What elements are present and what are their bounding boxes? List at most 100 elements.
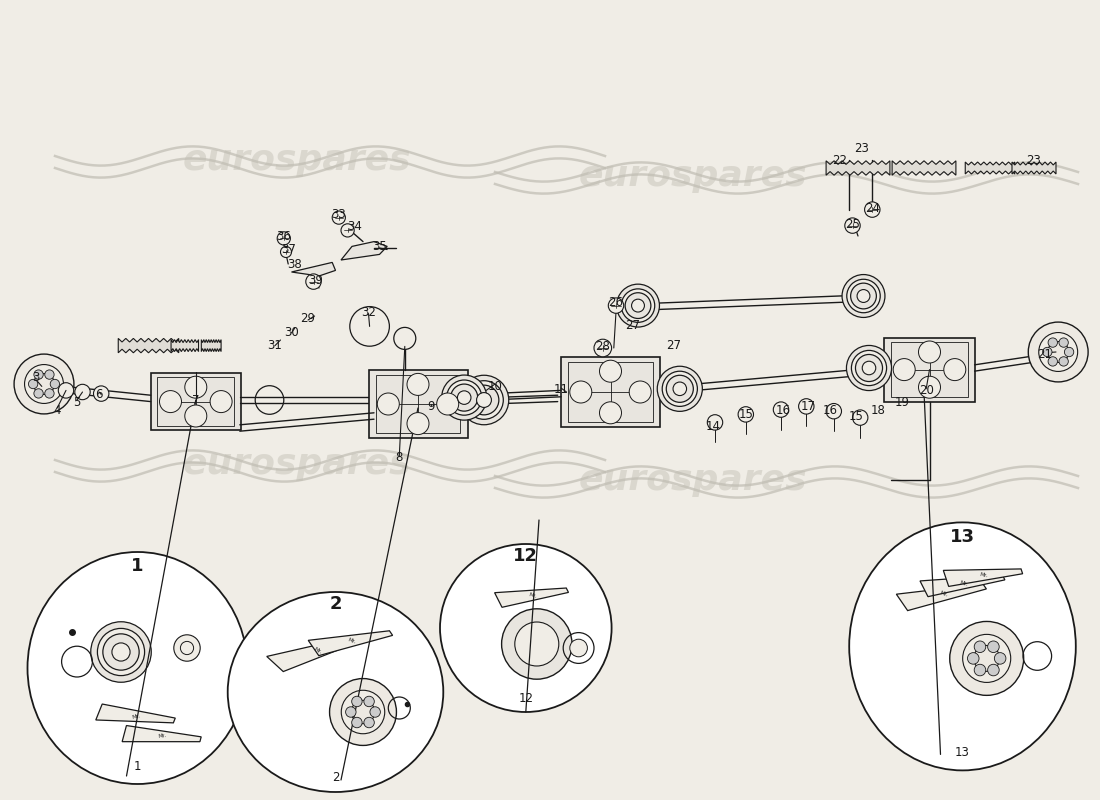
Circle shape bbox=[570, 639, 587, 657]
Ellipse shape bbox=[849, 522, 1076, 770]
Circle shape bbox=[631, 299, 645, 312]
Circle shape bbox=[621, 289, 654, 322]
Circle shape bbox=[364, 718, 374, 728]
Circle shape bbox=[180, 642, 194, 654]
Text: 11: 11 bbox=[553, 383, 569, 396]
Circle shape bbox=[351, 700, 375, 724]
Circle shape bbox=[1043, 347, 1052, 357]
Circle shape bbox=[29, 379, 37, 389]
Text: 34: 34 bbox=[346, 220, 362, 233]
Circle shape bbox=[975, 641, 986, 653]
Circle shape bbox=[962, 634, 1011, 682]
Circle shape bbox=[45, 370, 54, 379]
Text: 17: 17 bbox=[801, 400, 816, 413]
Text: 36: 36 bbox=[276, 230, 292, 242]
Circle shape bbox=[949, 622, 1024, 695]
Circle shape bbox=[58, 382, 74, 398]
Circle shape bbox=[460, 375, 508, 425]
Polygon shape bbox=[266, 635, 363, 671]
Text: 25: 25 bbox=[845, 218, 860, 230]
Polygon shape bbox=[1012, 162, 1056, 174]
Text: 10: 10 bbox=[487, 380, 503, 393]
Text: 5: 5 bbox=[74, 396, 80, 409]
Text: 21: 21 bbox=[1037, 348, 1053, 361]
Circle shape bbox=[1065, 347, 1074, 357]
Circle shape bbox=[968, 653, 979, 664]
Text: eurospares: eurospares bbox=[579, 159, 807, 193]
Bar bbox=[368, 370, 468, 438]
Circle shape bbox=[330, 678, 396, 746]
Polygon shape bbox=[308, 630, 393, 656]
Text: eurospares: eurospares bbox=[183, 143, 411, 177]
Circle shape bbox=[332, 211, 345, 224]
Circle shape bbox=[1028, 322, 1088, 382]
Circle shape bbox=[185, 376, 207, 398]
Polygon shape bbox=[292, 262, 336, 276]
Circle shape bbox=[773, 402, 789, 418]
Text: 18: 18 bbox=[870, 404, 886, 417]
Circle shape bbox=[515, 622, 559, 666]
Polygon shape bbox=[892, 161, 956, 175]
Circle shape bbox=[857, 290, 870, 302]
Text: 6: 6 bbox=[96, 388, 102, 401]
Text: 13: 13 bbox=[950, 528, 975, 546]
Circle shape bbox=[847, 346, 891, 390]
Circle shape bbox=[994, 653, 1005, 664]
Circle shape bbox=[918, 341, 940, 363]
Polygon shape bbox=[896, 584, 987, 610]
Polygon shape bbox=[944, 569, 1023, 586]
Circle shape bbox=[893, 358, 915, 381]
Circle shape bbox=[570, 381, 592, 403]
Circle shape bbox=[34, 389, 43, 398]
Bar bbox=[569, 362, 652, 422]
Circle shape bbox=[616, 284, 660, 327]
Polygon shape bbox=[119, 338, 178, 353]
Circle shape bbox=[185, 405, 207, 427]
Text: 37: 37 bbox=[280, 243, 296, 256]
Text: 23: 23 bbox=[854, 142, 869, 154]
Circle shape bbox=[341, 224, 354, 237]
Circle shape bbox=[1048, 338, 1057, 347]
Circle shape bbox=[594, 339, 612, 357]
Circle shape bbox=[464, 381, 504, 419]
Text: 12: 12 bbox=[518, 692, 534, 705]
Circle shape bbox=[852, 410, 868, 426]
Bar bbox=[157, 377, 234, 426]
Text: Mr.: Mr. bbox=[959, 580, 968, 586]
Polygon shape bbox=[201, 339, 221, 352]
Circle shape bbox=[51, 379, 59, 389]
Polygon shape bbox=[122, 726, 201, 742]
Text: 38: 38 bbox=[287, 258, 303, 270]
Circle shape bbox=[352, 696, 362, 706]
Circle shape bbox=[862, 362, 876, 374]
Text: Mr.: Mr. bbox=[528, 592, 538, 598]
Circle shape bbox=[707, 414, 723, 430]
Circle shape bbox=[667, 375, 693, 402]
Circle shape bbox=[847, 279, 880, 313]
Circle shape bbox=[1059, 357, 1068, 366]
Text: 1: 1 bbox=[134, 760, 141, 773]
Circle shape bbox=[662, 371, 697, 406]
Circle shape bbox=[352, 718, 362, 728]
Circle shape bbox=[1048, 357, 1057, 366]
Circle shape bbox=[738, 406, 754, 422]
Text: 4: 4 bbox=[54, 404, 60, 417]
Text: 7: 7 bbox=[192, 394, 199, 406]
Circle shape bbox=[629, 381, 651, 403]
Circle shape bbox=[1059, 338, 1068, 347]
Text: 8: 8 bbox=[396, 451, 403, 464]
Circle shape bbox=[34, 370, 43, 379]
Polygon shape bbox=[341, 242, 387, 260]
Ellipse shape bbox=[228, 592, 443, 792]
Text: 35: 35 bbox=[372, 240, 387, 253]
Text: 3: 3 bbox=[33, 371, 40, 384]
Circle shape bbox=[469, 385, 499, 415]
Circle shape bbox=[112, 643, 130, 661]
Circle shape bbox=[210, 390, 232, 413]
Text: Mr.: Mr. bbox=[979, 572, 989, 578]
Circle shape bbox=[14, 354, 74, 414]
Circle shape bbox=[843, 274, 884, 318]
Circle shape bbox=[394, 327, 416, 350]
Ellipse shape bbox=[440, 544, 612, 712]
Circle shape bbox=[280, 246, 292, 258]
